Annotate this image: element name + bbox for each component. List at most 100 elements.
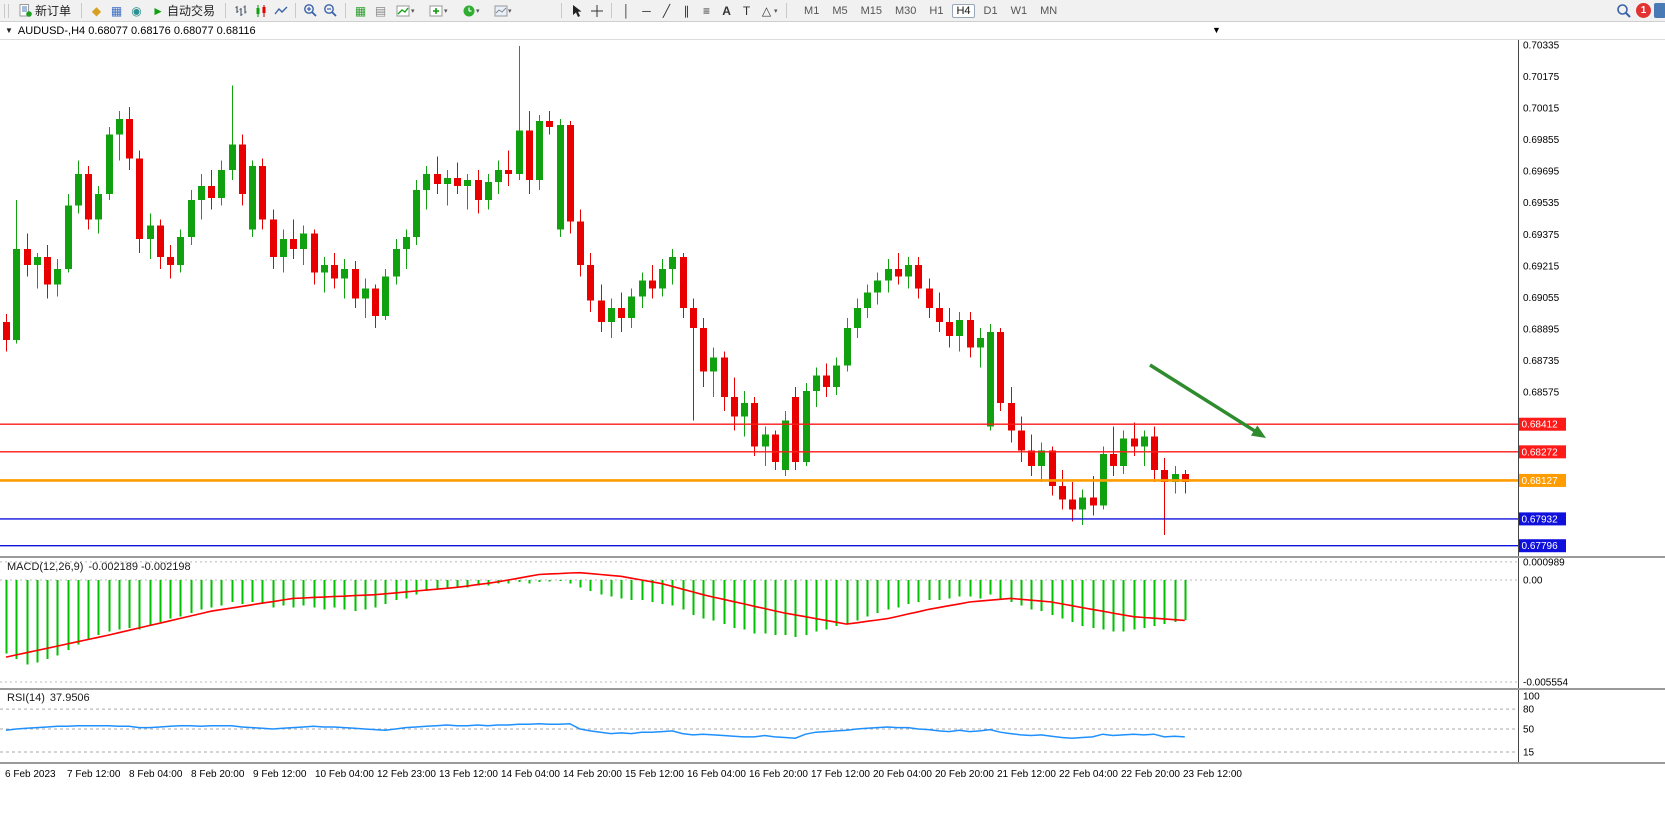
fibonacci-tool-icon[interactable]: ≡ xyxy=(703,3,711,18)
label-tool-icon[interactable]: T xyxy=(742,3,751,18)
add-indicator-button[interactable]: ▾ xyxy=(424,1,456,21)
toolbar-separator xyxy=(345,3,347,18)
text-tool-icon[interactable]: A xyxy=(722,3,731,18)
macd-values: -0.002189 -0.002198 xyxy=(88,561,191,573)
new-order-icon xyxy=(19,4,32,17)
chart-shift-marker-icon[interactable]: ▼ xyxy=(1212,25,1221,35)
bar-chart-mode-icon[interactable] xyxy=(231,2,250,19)
rsi-line xyxy=(5,722,1185,739)
cursor-tool-icon[interactable] xyxy=(567,2,586,19)
channel-tool-icon[interactable]: ∥ xyxy=(683,3,690,18)
svg-text:0.68575: 0.68575 xyxy=(1523,388,1560,399)
news-icon[interactable]: ◉ xyxy=(131,3,142,18)
svg-text:80: 80 xyxy=(1523,705,1535,716)
auto-trading-button[interactable]: ► 自动交易 xyxy=(147,1,220,21)
symbol-dropdown-icon[interactable]: ▼ xyxy=(5,26,13,35)
timeframe-h1-button[interactable]: H1 xyxy=(929,4,944,17)
candlestick-series xyxy=(3,45,1189,536)
arrange-windows-icon[interactable]: ▤ xyxy=(374,3,387,18)
svg-text:0.67932: 0.67932 xyxy=(1522,514,1559,525)
panel-separator[interactable] xyxy=(0,556,1665,558)
chart-title: AUDUSD-,H4 0.68077 0.68176 0.68077 0.681… xyxy=(17,24,256,37)
timeframe-m5-button[interactable]: M5 xyxy=(832,4,848,17)
zoom-out-icon[interactable] xyxy=(321,2,340,19)
time-axis-label: 9 Feb 12:00 xyxy=(253,769,307,780)
svg-text:100: 100 xyxy=(1523,692,1540,703)
time-axis-label: 13 Feb 12:00 xyxy=(439,769,498,780)
timeframe-m15-button[interactable]: M15 xyxy=(860,4,882,17)
search-icon[interactable] xyxy=(1614,2,1633,19)
timeframe-w1-button[interactable]: W1 xyxy=(1010,4,1028,17)
price-axis-labels[interactable]: 0.70335 0.70175 0.70015 0.69855 0.69695 0.695… xyxy=(1523,40,1560,398)
time-axis-label: 23 Feb 12:00 xyxy=(1183,769,1242,780)
market-watch-icon[interactable]: ▦ xyxy=(110,3,123,18)
periods-button[interactable]: ▾ xyxy=(457,1,488,21)
vertical-line-tool-icon[interactable]: │ xyxy=(622,3,631,18)
panel-separator[interactable] xyxy=(0,688,1665,690)
svg-text:0.69695: 0.69695 xyxy=(1523,167,1560,178)
macd-name: MACD(12,26,9) xyxy=(7,561,84,573)
timeframe-mn-button[interactable]: MN xyxy=(1040,4,1058,17)
metaeditor-icon[interactable]: ◆ xyxy=(91,3,102,18)
svg-text:0.70175: 0.70175 xyxy=(1523,72,1560,83)
time-axis-label: 7 Feb 12:00 xyxy=(67,769,121,780)
notification-badge[interactable]: 1 xyxy=(1636,3,1651,18)
time-axis-label: 12 Feb 23:00 xyxy=(377,769,436,780)
macd-label: MACD(12,26,9) -0.002189 -0.002198 xyxy=(7,561,196,573)
indicators-icon xyxy=(396,5,410,16)
crosshair-tool-icon[interactable] xyxy=(587,2,606,19)
tile-windows-icon[interactable]: ▦ xyxy=(354,3,367,18)
time-axis-label: 16 Feb 04:00 xyxy=(687,769,746,780)
candlestick-mode-icon[interactable] xyxy=(251,2,270,19)
panel-separator[interactable] xyxy=(0,762,1665,764)
toolbar-separator xyxy=(561,3,563,18)
rsi-panel[interactable]: 100 80 50 15 xyxy=(0,690,1665,762)
template-icon xyxy=(494,5,508,16)
svg-text:0.69855: 0.69855 xyxy=(1523,135,1560,146)
templates-caret-icon: ▾ xyxy=(508,7,512,15)
svg-text:0.70015: 0.70015 xyxy=(1523,104,1560,115)
time-axis-label: 10 Feb 04:00 xyxy=(315,769,374,780)
timeframe-m30-button[interactable]: M30 xyxy=(895,4,917,17)
timeframe-d1-button[interactable]: D1 xyxy=(983,4,998,17)
toolbar-grip[interactable] xyxy=(4,3,9,18)
svg-text:50: 50 xyxy=(1523,724,1535,735)
macd-panel[interactable]: 0.000989 0.00 -0.005554 xyxy=(0,558,1665,688)
new-order-button[interactable]: 新订单 xyxy=(14,1,76,21)
horizontal-level-lines[interactable]: 0.68412 0.68272 0.68127 0.67932 0.67796 xyxy=(0,417,1566,553)
shapes-caret-icon[interactable]: ▾ xyxy=(774,7,778,15)
time-axis-label: 14 Feb 20:00 xyxy=(563,769,622,780)
horizontal-line-tool-icon[interactable]: ─ xyxy=(642,3,651,18)
shapes-tool-icon[interactable]: △ xyxy=(761,3,772,18)
svg-text:0.67796: 0.67796 xyxy=(1522,541,1559,552)
rsi-label: RSI(14) 37.9506 xyxy=(7,692,95,704)
price-chart[interactable]: 0.70335 0.70175 0.70015 0.69855 0.69695 0.695… xyxy=(0,40,1665,556)
templates-button[interactable]: ▾ xyxy=(489,1,520,21)
down-arrow-annotation[interactable] xyxy=(1149,363,1266,438)
indicators-button[interactable]: ▾ xyxy=(391,1,423,21)
time-axis-label: 8 Feb 04:00 xyxy=(129,769,183,780)
community-icon[interactable] xyxy=(1654,3,1665,18)
toolbar-separator xyxy=(225,3,227,18)
toolbar-separator xyxy=(295,3,297,18)
timeframe-m1-button[interactable]: M1 xyxy=(804,4,820,17)
macd-signal-line xyxy=(5,571,1185,658)
indicators-caret-icon: ▾ xyxy=(411,7,415,15)
line-chart-mode-icon[interactable] xyxy=(271,2,290,19)
time-axis[interactable]: 6 Feb 2023 7 Feb 12:00 8 Feb 04:00 8 Feb 20… xyxy=(0,764,1665,786)
trendline-tool-icon[interactable]: ╱ xyxy=(662,3,671,18)
timeframe-bar: M1 M5 M15 M30 H1 H4 D1 W1 MN xyxy=(800,3,1061,18)
svg-text:0.69215: 0.69215 xyxy=(1523,261,1560,272)
time-axis-label: 15 Feb 12:00 xyxy=(625,769,684,780)
rsi-value: 37.9506 xyxy=(49,692,90,704)
zoom-in-icon[interactable] xyxy=(301,2,320,19)
time-axis-label: 14 Feb 04:00 xyxy=(501,769,560,780)
time-axis-label: 6 Feb 2023 xyxy=(5,769,56,780)
time-axis-label: 16 Feb 20:00 xyxy=(749,769,808,780)
chart-titlebar: ▼ AUDUSD-,H4 0.68077 0.68176 0.68077 0.6… xyxy=(0,22,1665,40)
time-axis-label: 8 Feb 20:00 xyxy=(191,769,245,780)
toolbar-separator xyxy=(81,3,83,18)
timeframe-h4-button[interactable]: H4 xyxy=(952,3,975,18)
svg-text:0.69055: 0.69055 xyxy=(1523,293,1560,304)
svg-text:0.69535: 0.69535 xyxy=(1523,198,1560,209)
